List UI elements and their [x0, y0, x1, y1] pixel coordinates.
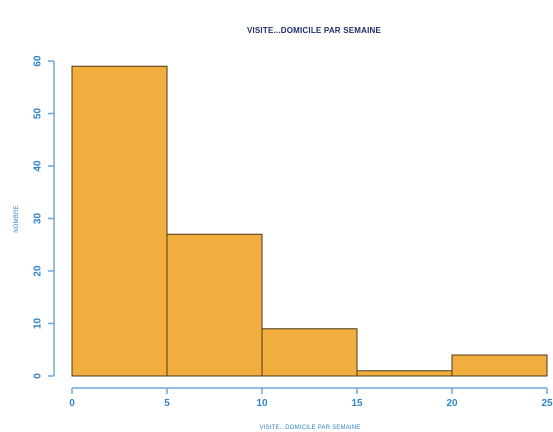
y-tick-label-6: 50	[33, 108, 44, 120]
y-axis-label: NOMBRE	[14, 205, 20, 233]
x-tick-label-5: 20	[446, 398, 458, 409]
y-tick-label-4: 30	[33, 213, 44, 225]
bars-group	[71, 65, 548, 377]
y-tick-label-3: 20	[33, 265, 44, 277]
x-axis: 0 5 10 15 20 25	[69, 387, 553, 409]
y-tick-label-5: 40	[33, 160, 44, 172]
x-tick-label-4: 15	[351, 398, 363, 409]
y-tick-label-1: 0	[33, 373, 44, 379]
x-tick-label-3: 10	[256, 398, 268, 409]
chart-title: VISITE...DOMICILE PAR SEMAINE	[247, 26, 382, 35]
x-tick-label-6: 25	[541, 398, 553, 409]
histogram-bar-4	[356, 370, 453, 377]
y-tick-label-7: 60	[33, 55, 44, 67]
histogram-bar-1	[71, 65, 168, 377]
histogram-bar-3	[261, 328, 358, 377]
x-tick-label-2: 5	[164, 398, 170, 409]
histogram-bar-2	[166, 233, 263, 377]
x-axis-label: VISITE...DOMICILE PAR SEMAINE	[259, 425, 360, 431]
y-tick-label-2: 10	[33, 318, 44, 330]
histogram-bar-5	[451, 354, 548, 377]
y-axis: 0 10 20 30 40 50 60	[33, 55, 55, 379]
x-tick-label-1: 0	[69, 398, 75, 409]
